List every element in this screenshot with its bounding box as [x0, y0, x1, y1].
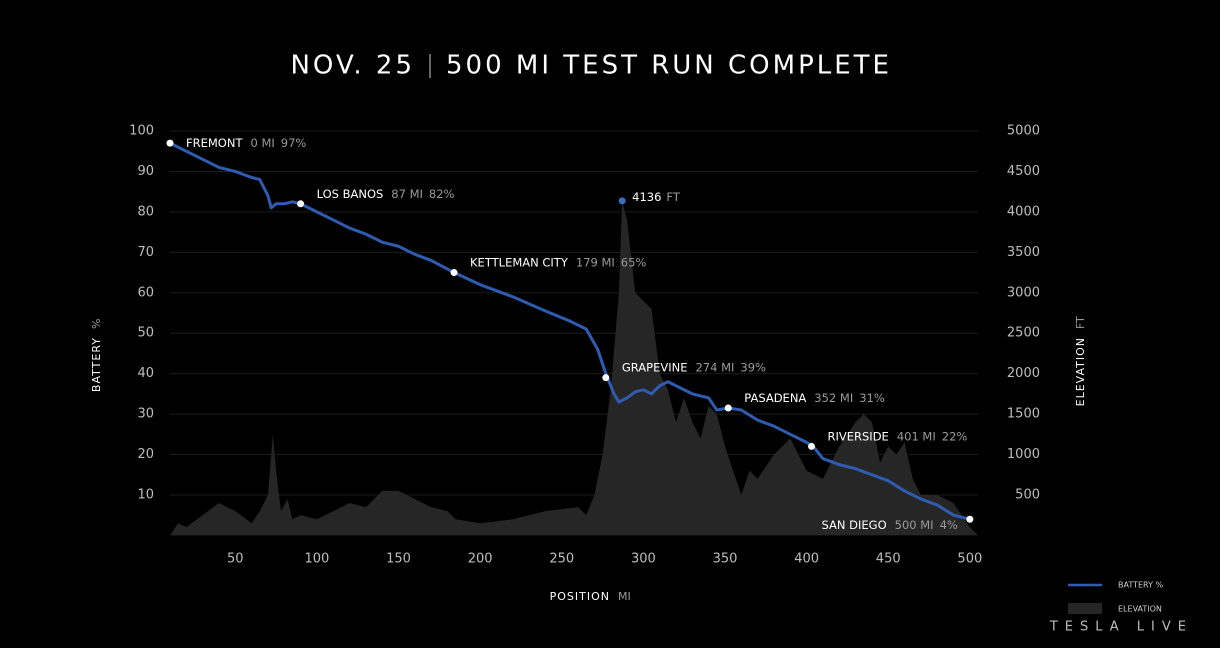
annotation-point	[450, 269, 458, 277]
y-tick-label: 90	[137, 164, 154, 179]
legend-label: BATTERY %	[1118, 581, 1164, 590]
annotation-value: 65%	[621, 255, 647, 269]
annotation-value: 82%	[429, 186, 455, 200]
annotation-value: 31%	[859, 391, 885, 405]
y-axis-label: BATTERY	[90, 337, 103, 392]
y2-axis-unit: FT	[1074, 316, 1087, 329]
y-axis-unit: %	[90, 319, 103, 329]
annotation: SAN DIEGO 500 MI 4%	[822, 518, 958, 532]
x-tick-label: 500	[957, 552, 982, 567]
x-axis-unit: MI	[618, 590, 631, 603]
annotation-label: LOS BANOS	[317, 186, 384, 200]
annotation-detail: 352 MI	[814, 391, 853, 405]
annotation-detail: 87 MI	[391, 186, 423, 200]
x-tick-label: 200	[468, 552, 493, 567]
y-tick-label: 30	[137, 407, 154, 422]
annotation-detail: 0 MI	[250, 136, 274, 150]
y2-tick-label: 4500	[1007, 164, 1040, 179]
y2-tick-label: 4000	[1007, 204, 1040, 219]
annotation-point	[602, 374, 610, 382]
annotation: RIVERSIDE 401 MI 22%	[828, 429, 968, 443]
annotation-value: 4%	[940, 518, 958, 532]
annotation-point	[297, 200, 305, 208]
annotation-detail: 179 MI	[576, 255, 615, 269]
elevation-area	[170, 200, 978, 536]
x-tick-label: 150	[386, 552, 411, 567]
chart-title: NOV. 25	[290, 51, 415, 81]
annotation: PASADENA 352 MI 31%	[744, 391, 885, 405]
peak-label: 4136	[632, 189, 661, 203]
annotation-label: GRAPEVINE	[622, 360, 688, 374]
annotation: GRAPEVINE 274 MI 39%	[622, 360, 766, 374]
y2-tick-label: 3500	[1007, 245, 1040, 260]
y-tick-label: 10	[137, 487, 154, 502]
annotation-value: 39%	[740, 360, 766, 374]
legend-swatch	[1068, 603, 1102, 614]
peak-point	[618, 197, 626, 205]
annotation-label: RIVERSIDE	[828, 429, 889, 443]
x-tick-label: 300	[631, 552, 656, 567]
peak-unit: FT	[666, 189, 680, 203]
logo: TESLA LIVE	[1049, 620, 1193, 635]
annotation: LOS BANOS 87 MI 82%	[317, 186, 455, 200]
y-tick-label: 60	[137, 285, 154, 300]
x-tick-label: 350	[713, 552, 738, 567]
annotation: FREMONT 0 MI 97%	[186, 136, 306, 150]
chart-title: 500 MI TEST RUN COMPLETE	[446, 51, 892, 81]
y2-tick-label: 2500	[1007, 326, 1040, 341]
annotation-value: 97%	[281, 136, 307, 150]
y2-tick-label: 3000	[1007, 285, 1040, 300]
y2-tick-label: 500	[1015, 487, 1040, 502]
annotation-detail: 401 MI	[897, 429, 936, 443]
y-tick-label: 20	[137, 447, 154, 462]
annotation-point	[166, 139, 174, 147]
annotation-point	[724, 404, 732, 412]
x-tick-label: 450	[876, 552, 901, 567]
x-tick-label: 250	[549, 552, 574, 567]
x-tick-label: 400	[794, 552, 819, 567]
peak-annotation: 4136 FT	[632, 189, 681, 203]
y-tick-label: 70	[137, 245, 154, 260]
annotation: KETTLEMAN CITY 179 MI 65%	[470, 255, 646, 269]
y-tick-label: 80	[137, 204, 154, 219]
annotation-value: 22%	[942, 429, 968, 443]
y-tick-label: 40	[137, 366, 154, 381]
y2-tick-label: 1500	[1007, 407, 1040, 422]
annotation-label: SAN DIEGO	[822, 518, 887, 532]
y2-axis-label: ELEVATION	[1074, 337, 1087, 406]
x-axis-label: POSITION	[550, 590, 610, 603]
grid	[170, 130, 978, 496]
annotation-label: KETTLEMAN CITY	[470, 255, 569, 269]
y2-tick-label: 2000	[1007, 366, 1040, 381]
annotation-point	[966, 515, 974, 523]
annotation-detail: 274 MI	[695, 360, 734, 374]
annotation-label: FREMONT	[186, 136, 243, 150]
battery-line	[169, 141, 971, 521]
legend-label: ELEVATION	[1118, 605, 1162, 614]
y2-tick-label: 5000	[1007, 124, 1040, 139]
annotation-label: PASADENA	[744, 391, 806, 405]
annotation-detail: 500 MI	[895, 518, 934, 532]
x-tick-label: 100	[304, 552, 329, 567]
annotation-point	[808, 442, 816, 450]
y-tick-label: 100	[129, 124, 154, 139]
y2-tick-label: 1000	[1007, 447, 1040, 462]
y-tick-label: 50	[137, 326, 154, 341]
x-tick-label: 50	[227, 552, 244, 567]
